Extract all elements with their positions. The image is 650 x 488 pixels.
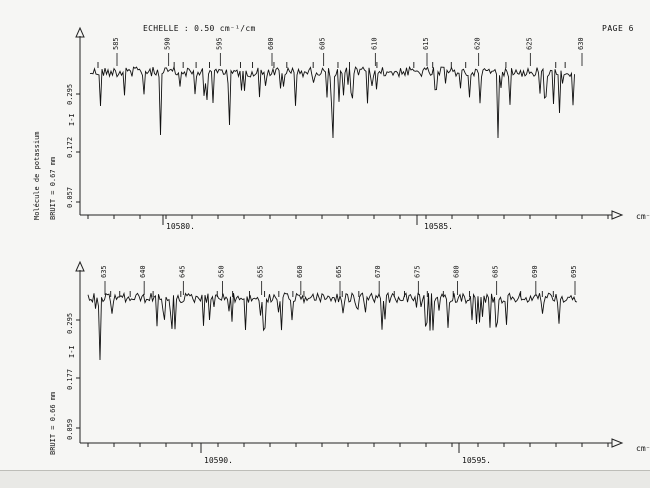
line-label: 660 — [296, 265, 304, 278]
x-tick-bottom-1: 10595. — [462, 456, 491, 465]
page-number: PAGE 6 — [602, 24, 634, 33]
line-label: 605 — [319, 37, 327, 50]
line-label: 665 — [335, 265, 343, 278]
line-label: 600 — [267, 37, 275, 50]
line-label: 690 — [531, 265, 539, 278]
x-axis-arrow-bottom — [611, 438, 624, 448]
line-label: 625 — [525, 37, 533, 50]
line-label: 610 — [370, 37, 378, 50]
line-label: 595 — [215, 37, 223, 50]
y-axis-arrow-bottom — [75, 260, 85, 272]
line-label: 620 — [474, 37, 482, 50]
x-tick-top-1: 10585. — [424, 222, 453, 231]
x-unit-bottom: cm⁻¹ — [636, 444, 650, 453]
spectrum-trace-bottom — [87, 291, 578, 361]
line-label: 670 — [374, 265, 382, 278]
scale-title: ECHELLE : 0.50 cm⁻¹/cm — [143, 24, 256, 33]
line-label: 675 — [413, 265, 421, 278]
x-tick-bottom-0: 10590. — [204, 456, 233, 465]
page-bottom-edge — [0, 470, 650, 488]
line-label: 585 — [112, 37, 120, 50]
x-tick-top-0: 10580. — [166, 222, 195, 231]
line-label: 590 — [164, 37, 172, 50]
line-label: 630 — [577, 37, 585, 50]
line-label: 685 — [492, 265, 500, 278]
y-axis-arrow-top — [75, 26, 85, 38]
line-label: 650 — [218, 265, 226, 278]
line-label: 635 — [100, 265, 108, 278]
line-label: 640 — [139, 265, 147, 278]
line-label: 645 — [178, 265, 186, 278]
line-label: 655 — [257, 265, 265, 278]
x-axis-arrow-top — [611, 210, 624, 220]
line-label: 695 — [570, 265, 578, 278]
line-label: 680 — [453, 265, 461, 278]
x-unit-top: cm⁻¹ — [636, 212, 650, 221]
spectrum-trace-top — [89, 65, 575, 139]
line-label: 615 — [422, 37, 430, 50]
